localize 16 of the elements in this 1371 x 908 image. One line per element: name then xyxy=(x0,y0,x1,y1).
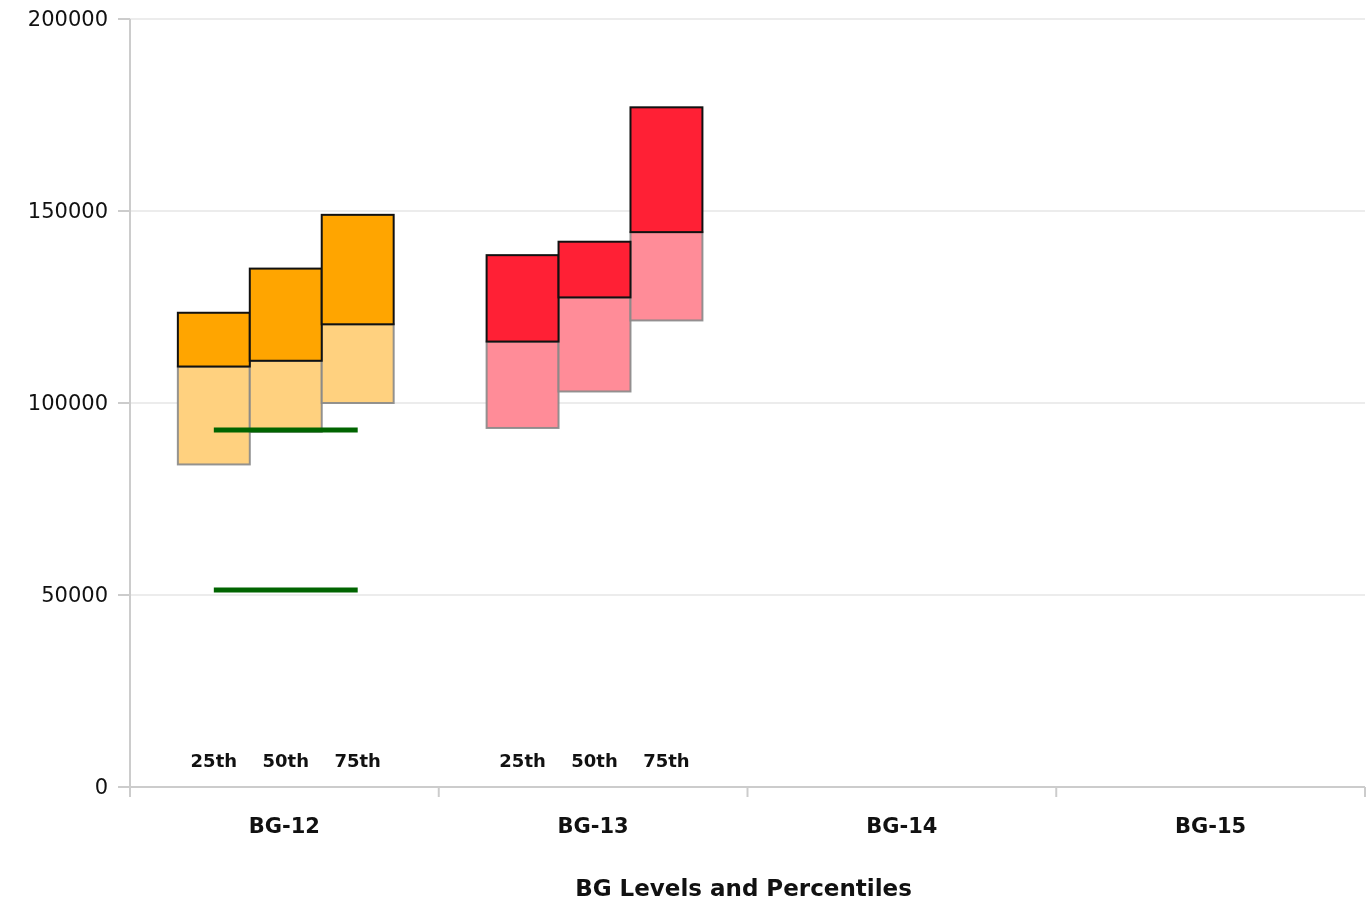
y-tick-label: 100000 xyxy=(27,391,108,416)
x-tick-label: 75th xyxy=(643,750,690,771)
y-tick-label: 50000 xyxy=(41,583,108,608)
x-tick-label: 25th xyxy=(190,750,238,771)
x-tick-label: 50th xyxy=(262,750,309,771)
text: BG-13 xyxy=(557,814,629,838)
y-tick-label: 150000 xyxy=(27,199,108,224)
text: BG-12 xyxy=(248,814,320,838)
y-tick-label: 0 xyxy=(94,775,108,800)
text: BG-14 xyxy=(866,814,938,838)
x-tick-label: 25th xyxy=(499,750,546,771)
x-tick-label: 75th xyxy=(334,750,381,771)
y-tick-label: 200000 xyxy=(27,7,108,32)
x-tick-label: 50th xyxy=(571,750,618,771)
text: BG-15 xyxy=(1175,814,1247,838)
x-axis-title: BG Levels and Percentiles xyxy=(575,875,912,901)
